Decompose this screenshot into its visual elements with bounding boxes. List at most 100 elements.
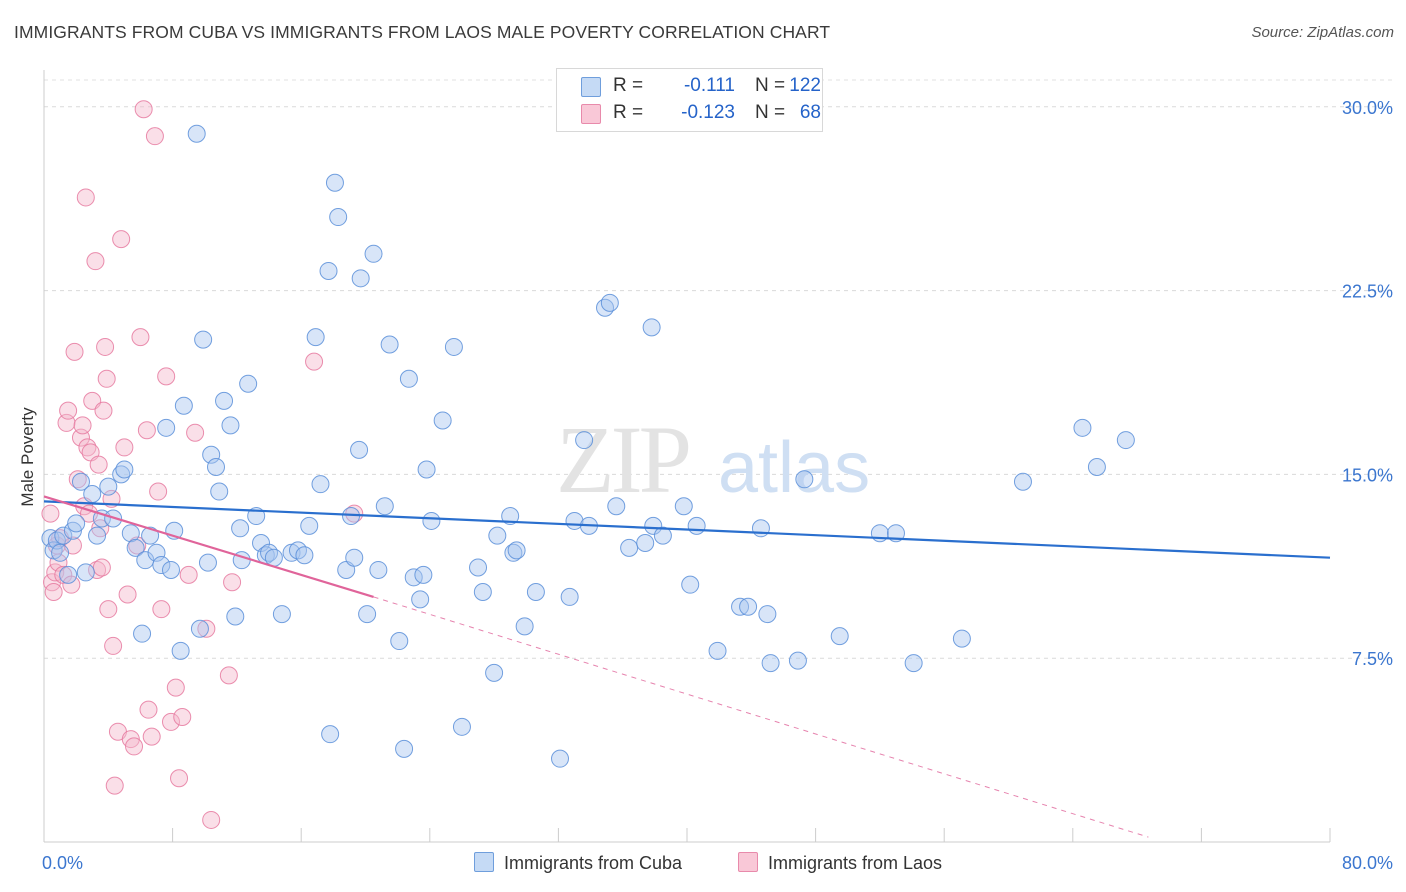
laos-point: [173, 708, 192, 727]
legend-n-label: N =: [755, 75, 786, 96]
cuba-point: [422, 511, 441, 530]
cuba-point: [375, 497, 394, 516]
cuba-point: [133, 624, 152, 643]
cuba-point: [319, 261, 338, 280]
laos-point: [197, 619, 216, 638]
tick-labels: 7.5% 15.0% 22.5% 30.0% 0.0% 80.0%: [42, 98, 1393, 873]
laos-point: [223, 573, 242, 592]
cuba-point: [600, 293, 619, 312]
source-label: Source: ZipAtlas.com: [1251, 24, 1394, 41]
cuba-point: [350, 440, 369, 459]
cuba-point: [59, 565, 78, 584]
gridlines: [44, 79, 1392, 659]
cuba-point: [190, 619, 209, 638]
cuba-point: [187, 124, 206, 143]
legend-r-value-cuba: -0.111: [683, 75, 735, 96]
cuba-point: [345, 548, 364, 567]
cuba-point: [526, 583, 545, 602]
cuba-point: [390, 632, 409, 651]
cuba-point: [687, 516, 706, 535]
cuba-point: [157, 418, 176, 437]
laos-point: [94, 401, 113, 420]
cuba-point: [88, 526, 107, 545]
bottom-legend-cuba: Immigrants from Cuba: [474, 852, 682, 874]
laos-point: [96, 337, 115, 356]
laos-point: [92, 558, 111, 577]
laos-points: [41, 100, 364, 829]
cuba-point: [607, 497, 626, 516]
cuba-point: [758, 605, 777, 624]
cuba-point: [708, 641, 727, 660]
cuba-point: [210, 482, 229, 501]
cuba-point: [411, 590, 430, 609]
cuba-point: [260, 543, 279, 562]
cuba-point: [830, 627, 849, 646]
laos-point: [137, 421, 156, 440]
cuba-point: [141, 526, 160, 545]
cuba-point: [239, 374, 258, 393]
cuba-point: [76, 563, 95, 582]
cuba-point: [161, 560, 180, 579]
cuba-point: [215, 391, 234, 410]
chart-title: IMMIGRANTS FROM CUBA VS IMMIGRANTS FROM …: [14, 22, 831, 42]
x-tick-label-min: 0.0%: [42, 853, 83, 873]
laos-point: [115, 438, 134, 457]
x-tick-label-max: 80.0%: [1342, 853, 1393, 873]
legend-n-value-laos: 68: [799, 102, 821, 123]
laos-point: [59, 401, 78, 420]
cuba-point: [358, 605, 377, 624]
cuba-point: [674, 497, 693, 516]
laos-point: [131, 328, 150, 347]
cuba-point: [433, 411, 452, 430]
cuba-point: [399, 369, 418, 388]
cuba-point: [380, 335, 399, 354]
laos-point: [73, 416, 92, 435]
cuba-point: [231, 519, 250, 538]
legend-n-label: N =: [755, 102, 786, 123]
legend-swatch-cuba: [581, 77, 601, 97]
zipatlas-watermark: ZIP atlas: [556, 406, 870, 513]
cuba-point: [329, 208, 348, 227]
cuba-point: [152, 556, 171, 575]
legend-r-label: R =: [613, 75, 644, 96]
cuba-point: [414, 565, 433, 584]
cuba-point: [575, 431, 594, 450]
cuba-point: [417, 460, 436, 479]
laos-point: [99, 600, 118, 619]
laos-trend-line: [43, 495, 374, 598]
laos-point: [134, 100, 153, 119]
cuba-point: [1073, 418, 1092, 437]
legend-r-label: R =: [613, 102, 644, 123]
cuba-point: [515, 617, 534, 636]
cuba-point: [473, 583, 492, 602]
laos-point: [62, 575, 81, 594]
cuba-point: [272, 605, 291, 624]
cuba-point: [99, 477, 118, 496]
laos-point: [104, 636, 123, 655]
cuba-point: [795, 470, 814, 489]
cuba-point: [904, 654, 923, 673]
y-tick-label: 30.0%: [1342, 98, 1393, 118]
cuba-point: [112, 465, 131, 484]
laos-point: [89, 455, 108, 474]
cuba-point: [560, 587, 579, 606]
bottom-legend-label-cuba: Immigrants from Cuba: [504, 853, 683, 873]
laos-point: [186, 423, 205, 442]
cuba-point: [620, 538, 639, 557]
y-axis-label: Male Poverty: [18, 407, 37, 507]
cuba-point: [67, 514, 86, 533]
cuba-point: [306, 328, 325, 347]
laos-point: [157, 367, 176, 386]
laos-point: [76, 188, 95, 207]
cuba-point: [364, 244, 383, 263]
cuba-point: [171, 641, 190, 660]
laos-point: [161, 712, 180, 731]
cuba-point: [644, 516, 663, 535]
laos-point: [139, 700, 158, 719]
cuba-point: [444, 337, 463, 356]
cuba-point: [681, 575, 700, 594]
cuba-point: [507, 541, 526, 560]
axes: [43, 70, 1331, 843]
cuba-point: [761, 654, 780, 673]
